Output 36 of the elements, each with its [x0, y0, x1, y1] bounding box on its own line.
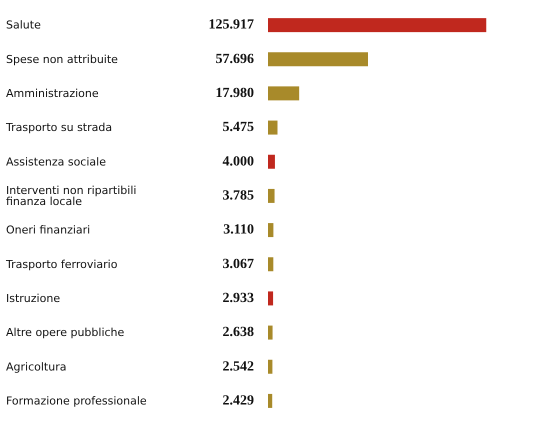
bar: [268, 394, 272, 408]
bar: [268, 18, 486, 32]
bar: [268, 86, 300, 100]
bar: [268, 326, 273, 340]
y-tick-label: Amministrazione: [6, 86, 99, 100]
bar: [268, 291, 274, 306]
bar: [268, 360, 272, 374]
data-label: 57.696: [216, 52, 254, 67]
y-tick-label: Altre opere pubbliche: [6, 326, 125, 340]
bar: [268, 52, 368, 66]
y-tick-label: Agricoltura: [6, 360, 66, 374]
data-label: 2.638: [222, 325, 254, 340]
data-label: 2.542: [222, 359, 254, 374]
y-tick-label: Oneri finanziari: [6, 224, 90, 237]
data-label: 3.067: [222, 256, 254, 272]
bar: [268, 154, 275, 169]
data-label: 2.933: [222, 290, 254, 306]
y-tick-label: Spese non attribuite: [6, 52, 118, 66]
bar: [268, 120, 278, 135]
y-tick-label: Trasporto su strada: [5, 121, 112, 134]
y-tick-label: Istruzione: [6, 292, 60, 305]
data-label: 3.110: [223, 222, 254, 238]
data-label: 17.980: [216, 86, 254, 101]
y-tick-label: Trasporto ferroviario: [5, 258, 118, 271]
bar: [268, 223, 274, 238]
data-label: 3.785: [222, 188, 254, 204]
y-tick-label: Interventi non ripartibili finanza locale: [6, 184, 140, 208]
y-tick-label: Assistenza sociale: [6, 155, 106, 168]
data-label: 125.917: [208, 18, 254, 33]
bar: [268, 188, 275, 203]
data-label: 2.429: [222, 393, 254, 408]
y-tick-label: Formazione professionale: [6, 394, 147, 408]
bar: [268, 257, 274, 272]
data-label: 5.475: [222, 120, 254, 136]
y-tick-label: Salute: [6, 18, 42, 32]
data-label: 4.000: [222, 154, 254, 170]
